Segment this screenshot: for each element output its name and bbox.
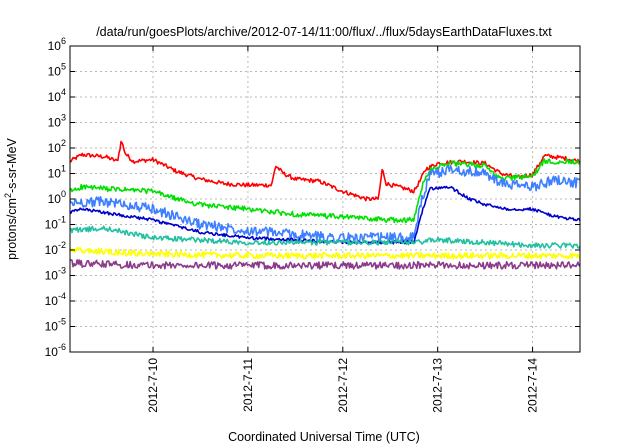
grid	[70, 46, 580, 352]
series-line-3	[69, 164, 581, 244]
series-line-5	[69, 225, 581, 249]
chart-title: /data/run/goesPlots/archive/2012-07-14/1…	[96, 25, 552, 39]
y-tick-label: 105	[48, 62, 66, 79]
y-tick-label: 10-2	[45, 240, 66, 257]
y-tick-label: 10-4	[45, 291, 66, 308]
series-group	[69, 140, 581, 270]
y-tick-label: 101	[48, 164, 66, 181]
y-tick-label: 10-3	[45, 266, 66, 283]
y-tick-label: 106	[48, 36, 66, 53]
y-tick-label: 102	[48, 138, 66, 155]
y-tick-label: 104	[48, 87, 66, 104]
series-line-2	[69, 158, 581, 224]
y-tick-label: 10-6	[45, 342, 66, 359]
y-tick-label: 103	[48, 113, 66, 130]
series-line-7	[69, 259, 581, 270]
y-tick-label: 100	[48, 189, 66, 206]
series-line-6	[69, 246, 581, 260]
x-axis-ticks: 2012-7-10 2012-7-11 2012-7-12 2012-7-13 2012…	[146, 46, 540, 413]
x-tick-label: 2012-7-11	[241, 358, 255, 412]
y-axis-ticks: 106 105 104 103 102 101 100 10-1 10-2 10-3 10-4 10-…	[45, 36, 580, 359]
x-axis-label: Coordinated Universal Time (UTC)	[228, 430, 420, 444]
y-tick-label: 10-5	[45, 317, 66, 334]
x-tick-label: 2012-7-10	[146, 358, 160, 413]
y-axis-label: protons/cm2-s-sr-MeV	[3, 137, 19, 259]
y-tick-label: 10-1	[45, 215, 66, 232]
series-line-1	[69, 140, 581, 202]
x-tick-label: 2012-7-14	[526, 358, 540, 413]
x-tick-label: 2012-7-12	[336, 358, 350, 413]
x-tick-label: 2012-7-13	[431, 358, 445, 413]
